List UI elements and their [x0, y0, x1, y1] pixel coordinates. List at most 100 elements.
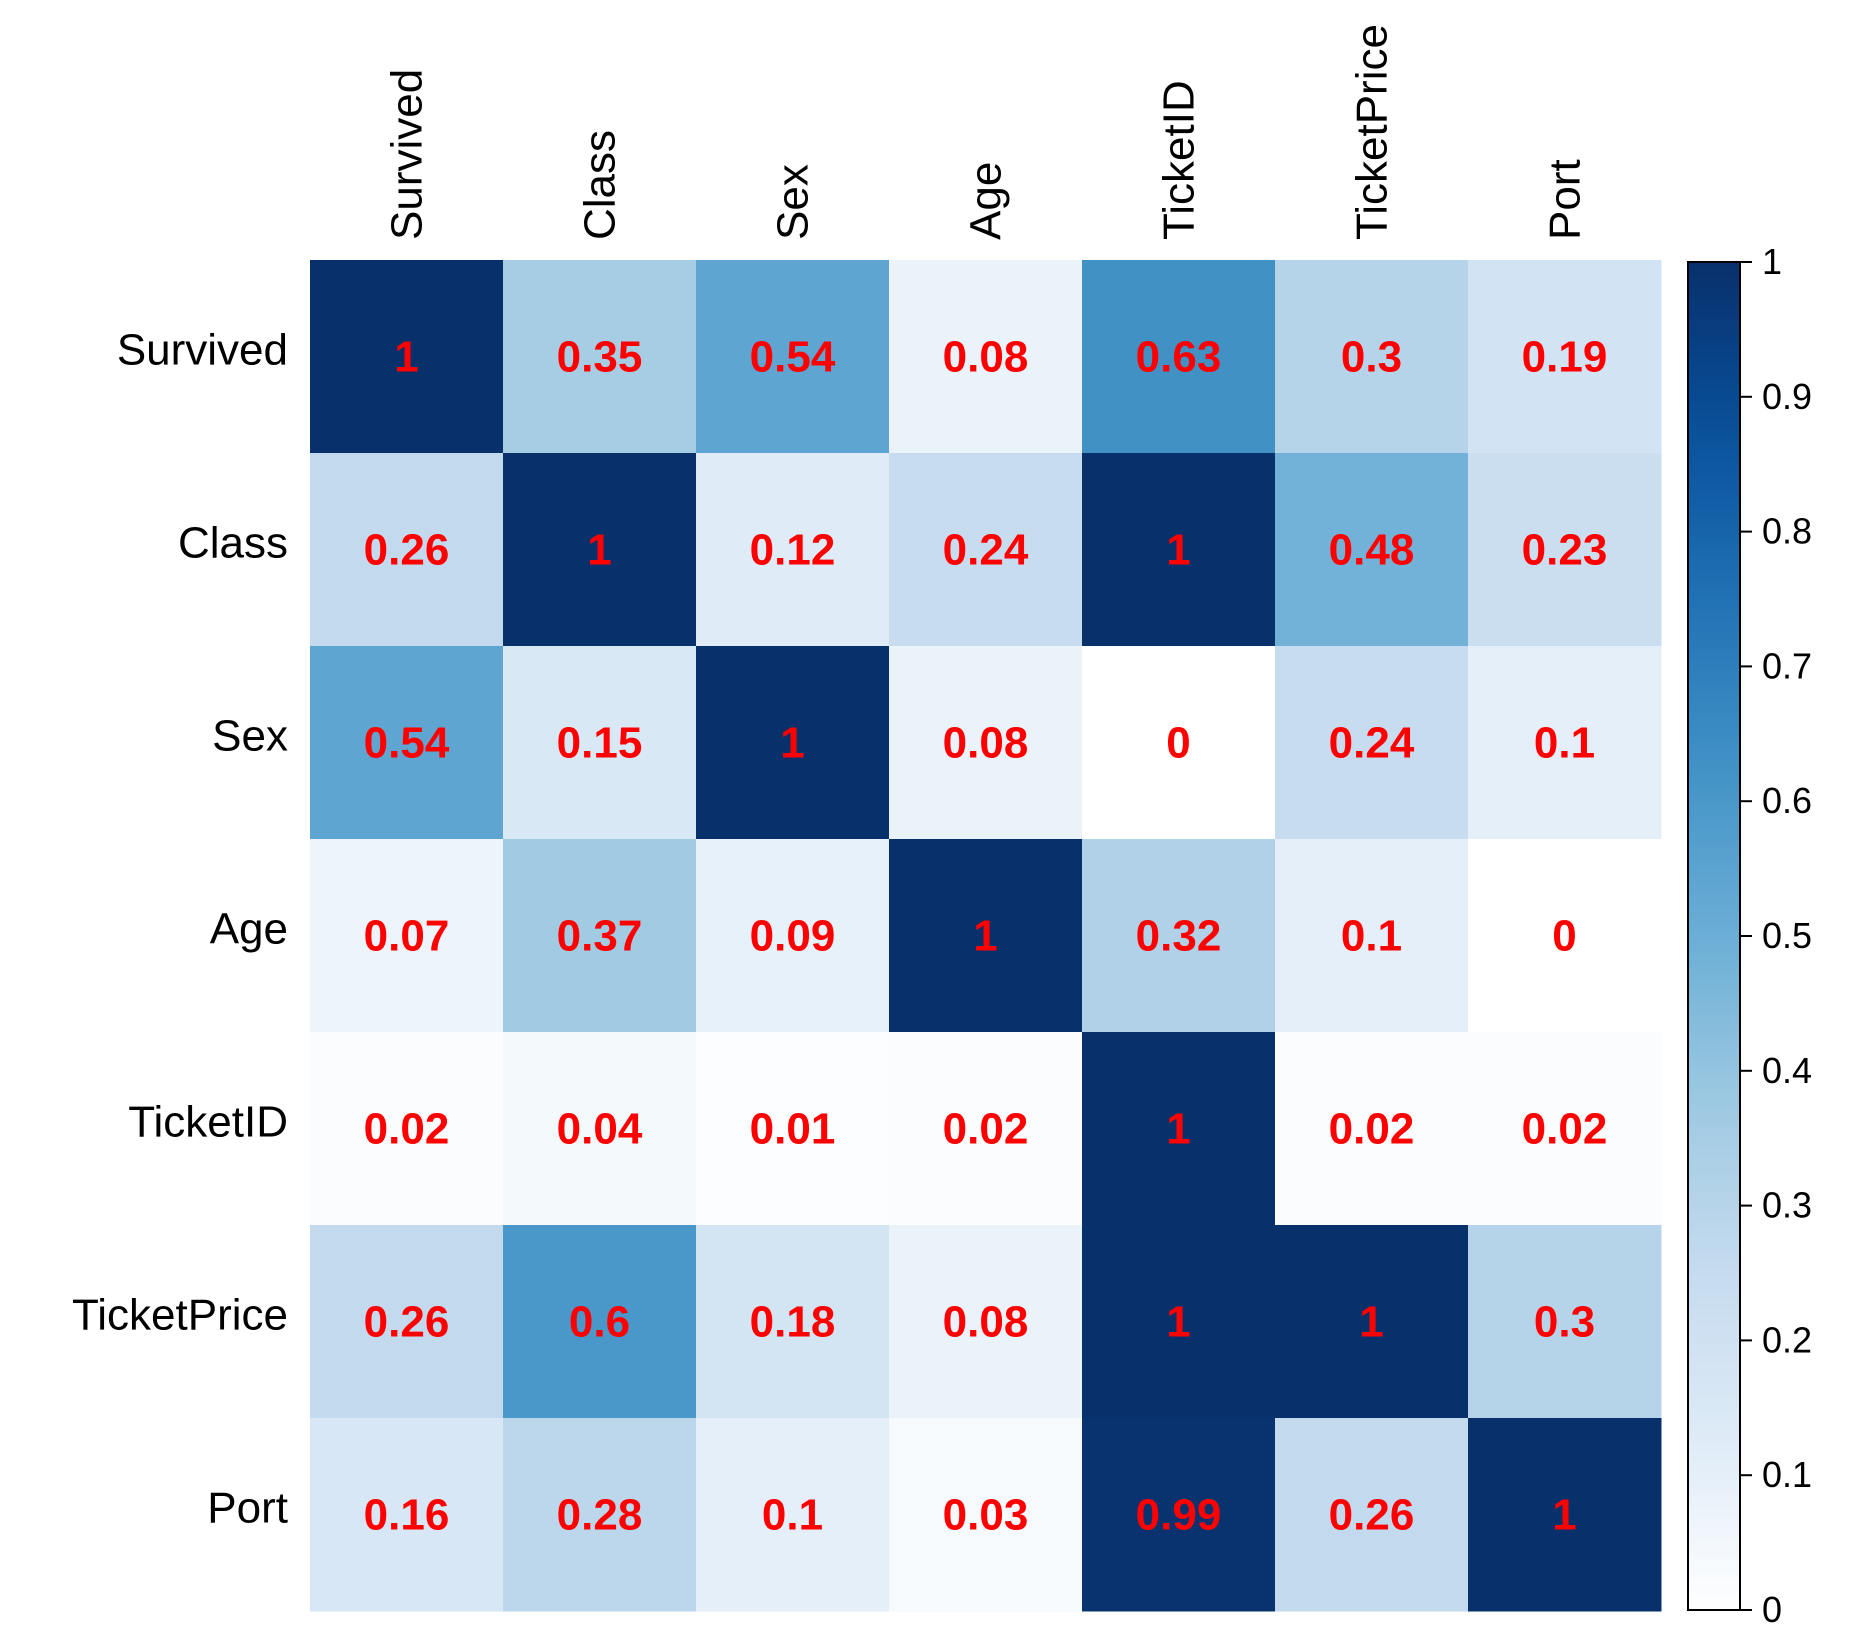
row-label: TicketID — [128, 1098, 288, 1147]
cell-value-label: 0.37 — [557, 912, 643, 961]
heatmap-cell — [696, 1032, 890, 1226]
cell-value-label: 1 — [1359, 1298, 1383, 1347]
heatmap-cell — [1468, 646, 1662, 840]
colorbar-tick-label: 0.5 — [1762, 915, 1812, 956]
row-label: Port — [207, 1484, 288, 1533]
heatmap-cell — [503, 260, 697, 454]
column-label: Sex — [769, 164, 818, 240]
heatmap-cell — [696, 646, 890, 840]
cell-value-label: 0.02 — [943, 1105, 1029, 1154]
heatmap-cell — [1082, 260, 1276, 454]
colorbar-tick-label: 0.8 — [1762, 511, 1812, 552]
colorbar-tick-label: 0.6 — [1762, 780, 1812, 821]
heatmap-cell — [696, 260, 890, 454]
cell-value-label: 0.02 — [1522, 1105, 1608, 1154]
heatmap-cells — [310, 260, 1662, 1612]
cell-value-label: 0.18 — [750, 1298, 836, 1347]
heatmap-cell — [503, 1225, 697, 1419]
cell-value-label: 0.28 — [557, 1491, 643, 1540]
column-label: Class — [576, 130, 625, 240]
cell-value-label: 0.3 — [1341, 333, 1402, 382]
heatmap-cell — [696, 1225, 890, 1419]
heatmap-cell — [696, 1418, 890, 1612]
cell-value-label: 1 — [973, 912, 997, 961]
cell-value-label: 1 — [587, 526, 611, 575]
colorbar-tick-label: 0.2 — [1762, 1319, 1812, 1360]
heatmap-cell — [310, 453, 504, 647]
row-labels: Survived Class Sex Age TicketID TicketPrice Po… — [72, 326, 288, 1533]
cell-value-label: 0.08 — [943, 1298, 1029, 1347]
heatmap-cell — [889, 260, 1083, 454]
cell-value-label: 0.24 — [943, 526, 1029, 575]
colorbar-tick-label: 0.1 — [1762, 1454, 1812, 1495]
heatmap-cell — [503, 839, 697, 1033]
cell-value-label: 0.26 — [364, 526, 450, 575]
heatmap-cell — [1275, 646, 1469, 840]
heatmap-cell — [310, 839, 504, 1033]
cell-value-label: 0.02 — [1329, 1105, 1415, 1154]
heatmap-cell — [1082, 646, 1276, 840]
cell-value-label: 0.15 — [557, 719, 643, 768]
cell-value-label: 0.54 — [750, 333, 836, 382]
cell-value-label: 0.01 — [750, 1105, 836, 1154]
heatmap-cell — [1082, 839, 1276, 1033]
heatmap-cell — [889, 646, 1083, 840]
cell-value-label: 0 — [1552, 912, 1576, 961]
heatmap-cell — [1468, 453, 1662, 647]
row-label: Survived — [117, 326, 288, 375]
cell-value-label: 0.02 — [364, 1105, 450, 1154]
colorbar-gradient — [1687, 261, 1741, 1611]
cell-value-label: 0.54 — [364, 719, 450, 768]
cell-value-label: 1 — [1552, 1491, 1576, 1540]
cell-value-label: 0 — [1166, 719, 1190, 768]
cell-value-label: 1 — [1166, 1298, 1190, 1347]
heatmap-cell — [1468, 1225, 1662, 1419]
column-label: Port — [1541, 159, 1590, 240]
row-label: TicketPrice — [72, 1291, 288, 1340]
cell-value-label: 0.12 — [750, 526, 836, 575]
heatmap-cell — [1468, 1418, 1662, 1612]
cell-value-label: 0.63 — [1136, 333, 1222, 382]
heatmap-cell — [503, 646, 697, 840]
cell-value-label: 0.04 — [557, 1105, 643, 1154]
heatmap-cell — [1468, 1032, 1662, 1226]
cell-value-label: 0.16 — [364, 1491, 450, 1540]
heatmap-cell — [889, 1418, 1083, 1612]
heatmap-cell — [503, 453, 697, 647]
heatmap-cell — [310, 1418, 504, 1612]
colorbar-tick-label: 0.3 — [1762, 1185, 1812, 1226]
heatmap-cell — [310, 1032, 504, 1226]
heatmap-cell — [1275, 1225, 1469, 1419]
colorbar: 0 0.1 0.2 0.3 0.4 0.5 0.6 0.7 0.8 0.9 1 — [1687, 241, 1812, 1630]
row-label: Class — [178, 519, 288, 568]
cell-value-label: 0.35 — [557, 333, 643, 382]
cell-value-label: 0.99 — [1136, 1491, 1222, 1540]
colorbar-tick-label: 0.9 — [1762, 376, 1812, 417]
heatmap-cell — [889, 1225, 1083, 1419]
heatmap-cell — [1275, 1418, 1469, 1612]
heatmap-cell — [310, 260, 504, 454]
cell-value-label: 0.1 — [1534, 719, 1595, 768]
colorbar-tick-label: 0.7 — [1762, 645, 1812, 686]
heatmap-cell — [1082, 1032, 1276, 1226]
colorbar-tick-label: 0 — [1762, 1589, 1782, 1630]
heatmap-cell — [696, 839, 890, 1033]
column-label: TicketPrice — [1348, 24, 1397, 240]
cell-value-label: 1 — [394, 333, 418, 382]
colorbar-tick-label: 1 — [1762, 241, 1782, 282]
column-labels: Survived Class Sex Age TicketID TicketPrice Po… — [383, 24, 1590, 240]
heatmap-cell — [1468, 260, 1662, 454]
heatmap-cell — [1275, 839, 1469, 1033]
cell-value-label: 1 — [1166, 526, 1190, 575]
heatmap-cell — [889, 839, 1083, 1033]
heatmap-cell — [1082, 1225, 1276, 1419]
heatmap-cell — [1275, 453, 1469, 647]
colorbar-tick-label: 0.4 — [1762, 1050, 1812, 1091]
cell-value-label: 0.3 — [1534, 1298, 1595, 1347]
cell-value-label: 1 — [780, 719, 804, 768]
column-label: TicketID — [1155, 80, 1204, 240]
cell-value-label: 1 — [1166, 1105, 1190, 1154]
heatmap-cell — [696, 453, 890, 647]
cell-value-label: 0.09 — [750, 912, 836, 961]
